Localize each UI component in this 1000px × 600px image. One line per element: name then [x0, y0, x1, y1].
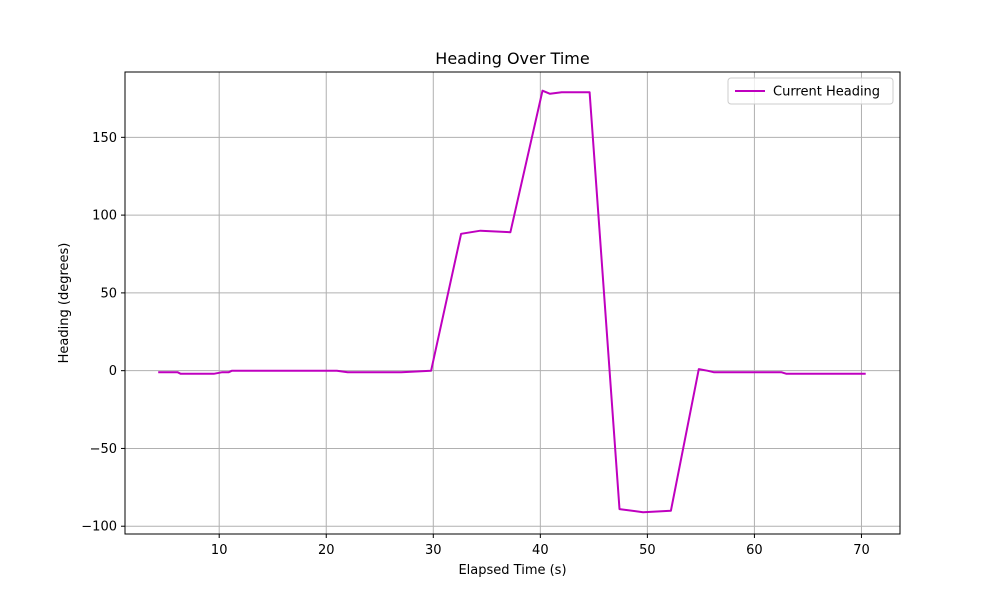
grid-lines	[125, 72, 900, 534]
series-layer	[158, 89, 866, 514]
legend-label-current-heading: Current Heading	[773, 85, 880, 100]
y-tick-label: 50	[100, 286, 117, 301]
plot-area-frame	[124, 71, 901, 535]
x-tick-label: 60	[746, 543, 763, 558]
x-tick-label: 40	[532, 543, 549, 558]
x-tick-label: 50	[639, 543, 656, 558]
y-tick-label: −50	[90, 442, 117, 457]
y-axis-label: Heading (degrees)	[57, 243, 72, 364]
legend-box	[727, 77, 894, 105]
x-axis-label: Elapsed Time (s)	[458, 563, 566, 578]
chart-title: Heading Over Time	[435, 49, 589, 68]
legend: Current Heading	[727, 77, 894, 105]
series-line-current-heading	[158, 89, 866, 514]
axis-ticks: 10 20 30 40 50 60 70 −100 −50 0 50 100 150	[81, 131, 869, 558]
x-tick-label: 70	[853, 543, 870, 558]
x-tick-label: 30	[425, 543, 442, 558]
y-tick-label: 0	[109, 364, 117, 379]
y-tick-label: 150	[92, 131, 117, 146]
y-tick-label: −100	[81, 520, 117, 535]
x-tick-label: 10	[211, 543, 228, 558]
x-tick-label: 20	[318, 543, 335, 558]
y-tick-label: 100	[92, 209, 117, 224]
